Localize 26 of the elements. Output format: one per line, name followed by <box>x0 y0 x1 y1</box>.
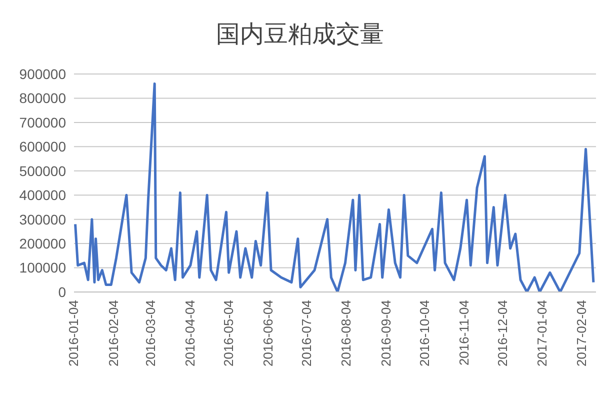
y-tick-label: 200000 <box>19 236 66 252</box>
y-tick-label: 500000 <box>19 162 66 179</box>
chart-title: 国内豆粕成交量 <box>215 19 385 50</box>
x-tick-label: 2016-07-04 <box>299 300 314 366</box>
y-tick-label: 400000 <box>19 187 66 204</box>
y-tick-label: 600000 <box>19 138 66 155</box>
x-tick-label: 2016-08-04 <box>338 300 354 366</box>
y-tick-label: 0 <box>58 284 66 300</box>
x-tick-label: 2016-12-04 <box>494 300 510 366</box>
x-tick-label: 2016-01-04 <box>66 300 82 366</box>
x-tick-label: 2016-02-04 <box>106 300 121 366</box>
x-tick-label: 2017-01-04 <box>534 300 550 366</box>
x-tick-label: 2016-09-04 <box>378 300 394 366</box>
x-tick-label: 2017-02-04 <box>574 300 590 366</box>
x-tick-label: 2016-10-04 <box>416 300 432 366</box>
y-tick-label: 800000 <box>19 90 66 106</box>
x-tick-label: 2016-05-04 <box>221 300 236 366</box>
y-tick-label: 100000 <box>19 260 66 276</box>
x-tick-label: 2016-06-04 <box>260 300 276 366</box>
y-tick-label: 300000 <box>19 211 66 228</box>
y-tick-label: 700000 <box>19 114 66 130</box>
x-tick-label: 2016-11-04 <box>456 300 472 366</box>
x-tick-label: 2016-03-04 <box>142 300 158 366</box>
y-tick-label: 900000 <box>19 66 66 82</box>
line-series <box>74 82 595 292</box>
x-tick-label: 2016-04-04 <box>182 300 198 366</box>
